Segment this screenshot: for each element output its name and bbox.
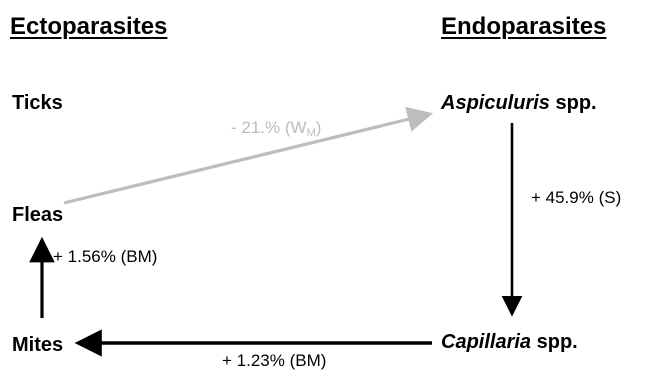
edge-label-fleas-to-aspiculuris: - 21.% (WM) [231, 118, 322, 139]
node-ticks: Ticks [12, 92, 63, 114]
node-aspiculuris: Aspiculuris spp. [441, 93, 597, 113]
edge-label-capillaria-to-mites: + 1.23% (BM) [222, 351, 327, 370]
node-capillaria: Capillaria spp. [441, 332, 578, 352]
node-capillaria-suffix: spp. [531, 331, 578, 353]
node-aspiculuris-suffix: spp. [549, 92, 597, 114]
arrow-fleas-to-aspiculuris [63, 106, 434, 205]
heading-ectoparasites: Ectoparasites [10, 13, 168, 40]
node-capillaria-genus: Capillaria [441, 331, 532, 353]
node-fleas: Fleas [12, 204, 64, 226]
heading-endoparasites: Endoparasites [441, 13, 607, 40]
node-aspiculuris-genus: Aspiculuris [441, 92, 550, 114]
node-mites: Mites [12, 334, 64, 356]
edge-label-mites-to-fleas: + 1.56% (BM) [53, 247, 158, 266]
edge-label-aspiculuris-to-capillaria: + 45.9% (S) [531, 188, 622, 207]
